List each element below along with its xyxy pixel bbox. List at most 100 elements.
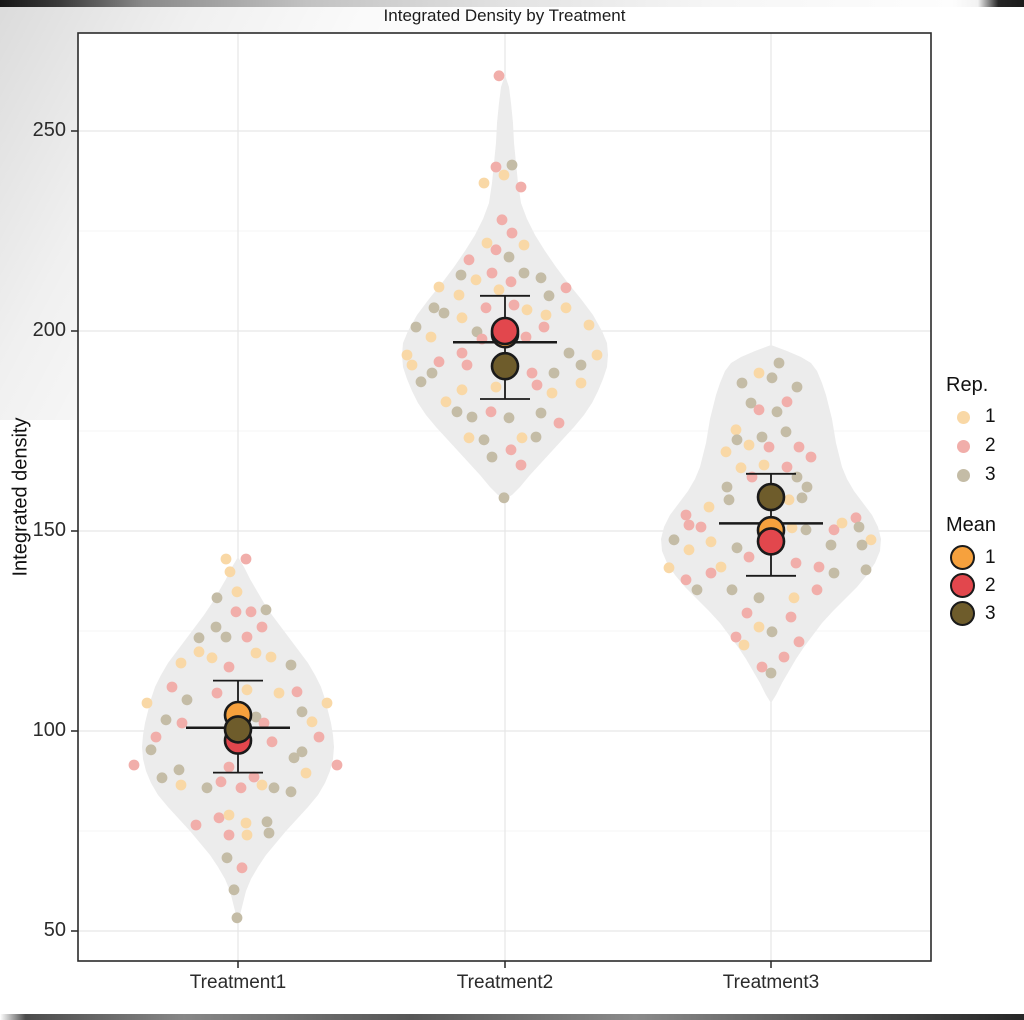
data-point-rep2: [213, 812, 225, 824]
legend-rep-title: Rep.: [946, 374, 989, 396]
y-tick-label: 250: [32, 119, 66, 141]
data-point-rep2: [730, 631, 742, 643]
data-point-rep2: [505, 276, 517, 288]
data-point-rep1: [560, 302, 572, 314]
data-point-rep2: [828, 524, 840, 536]
data-point-rep1: [256, 779, 268, 791]
data-point-rep1: [516, 432, 528, 444]
x-tick-label-treatment3: Treatment3: [722, 972, 820, 993]
data-point-rep2: [811, 584, 823, 596]
data-point-rep3: [210, 621, 222, 633]
data-point-rep2: [778, 651, 790, 663]
data-point-rep2: [505, 444, 517, 456]
data-point-rep3: [535, 407, 547, 419]
y-tick-label: 150: [32, 519, 66, 541]
data-point-rep2: [515, 459, 527, 471]
data-point-rep3: [753, 592, 765, 604]
data-point-rep3: [723, 494, 735, 506]
data-point-rep2: [493, 70, 505, 82]
data-point-rep3: [410, 321, 422, 333]
data-point-rep2: [461, 359, 473, 371]
data-point-rep2: [245, 606, 257, 618]
data-point-rep2: [680, 574, 692, 586]
data-point-rep1: [406, 359, 418, 371]
data-point-rep1: [175, 657, 187, 669]
chart-title: Integrated Density by Treatment: [383, 6, 626, 25]
data-point-rep2: [176, 717, 188, 729]
data-point-rep1: [715, 561, 727, 573]
data-point-rep1: [683, 544, 695, 556]
data-point-rep2: [683, 519, 695, 531]
data-point-rep1: [141, 697, 153, 709]
data-point-rep2: [560, 282, 572, 294]
data-point-rep3: [731, 542, 743, 554]
data-point-rep2: [486, 267, 498, 279]
data-point-rep3: [498, 492, 510, 504]
legend-rep-1-label: 1: [985, 406, 996, 427]
data-point-rep3: [466, 411, 478, 423]
data-point-rep3: [530, 431, 542, 443]
data-point-rep1: [478, 177, 490, 189]
data-point-rep1: [456, 312, 468, 324]
data-point-rep1: [440, 396, 452, 408]
data-point-rep3: [296, 706, 308, 718]
data-point-rep2: [793, 636, 805, 648]
replicate-mean-rep3: [490, 351, 520, 381]
data-point-rep1: [738, 639, 750, 651]
data-point-rep3: [211, 592, 223, 604]
data-point-rep3: [260, 604, 272, 616]
data-point-rep1: [321, 697, 333, 709]
data-point-rep1: [540, 309, 552, 321]
data-point-rep1: [591, 349, 603, 361]
data-point-rep3: [506, 159, 518, 171]
data-point-rep2: [266, 736, 278, 748]
data-point-rep2: [223, 829, 235, 841]
data-point-rep3: [263, 827, 275, 839]
data-point-rep1: [241, 684, 253, 696]
data-point-rep1: [241, 829, 253, 841]
data-point-rep3: [726, 584, 738, 596]
data-point-rep3: [691, 584, 703, 596]
data-point-rep1: [273, 687, 285, 699]
data-point-rep2: [526, 367, 538, 379]
data-point-rep1: [521, 304, 533, 316]
data-point-rep3: [773, 357, 785, 369]
legend-mean-title: Mean: [946, 514, 997, 536]
data-point-rep3: [296, 746, 308, 758]
data-point-rep2: [680, 509, 692, 521]
data-point-rep2: [235, 782, 247, 794]
data-point-rep2: [190, 819, 202, 831]
data-point-rep1: [490, 381, 502, 393]
data-point-rep2: [515, 181, 527, 193]
data-point-rep2: [456, 347, 468, 359]
data-point-rep3: [220, 631, 232, 643]
data-point-rep1: [786, 522, 798, 534]
y-tick-label: 200: [32, 319, 66, 341]
data-point-rep3: [415, 376, 427, 388]
data-point-rep2: [695, 521, 707, 533]
data-point-rep2: [763, 441, 775, 453]
data-point-rep3: [228, 884, 240, 896]
data-point-rep2: [531, 379, 543, 391]
data-point-rep1: [758, 459, 770, 471]
data-point-rep1: [836, 517, 848, 529]
data-point-rep2: [211, 687, 223, 699]
data-point-rep3: [800, 524, 812, 536]
data-point-rep2: [480, 302, 492, 314]
data-point-rep3: [548, 367, 560, 379]
data-point-rep2: [813, 561, 825, 573]
data-point-rep1: [470, 274, 482, 286]
data-point-rep2: [313, 731, 325, 743]
data-point-rep3: [201, 782, 213, 794]
x-tick-label-treatment1: Treatment1: [189, 972, 287, 993]
legend-mean-2-label: 2: [985, 575, 996, 596]
data-point-rep1: [743, 439, 755, 451]
data-point-rep1: [265, 651, 277, 663]
data-point-rep3: [426, 367, 438, 379]
replicate-mean-rep2: [490, 316, 520, 346]
data-point-rep2: [150, 731, 162, 743]
legend-mean-1-label: 1: [985, 547, 996, 568]
data-point-rep1: [720, 446, 732, 458]
data-point-rep3: [285, 659, 297, 671]
